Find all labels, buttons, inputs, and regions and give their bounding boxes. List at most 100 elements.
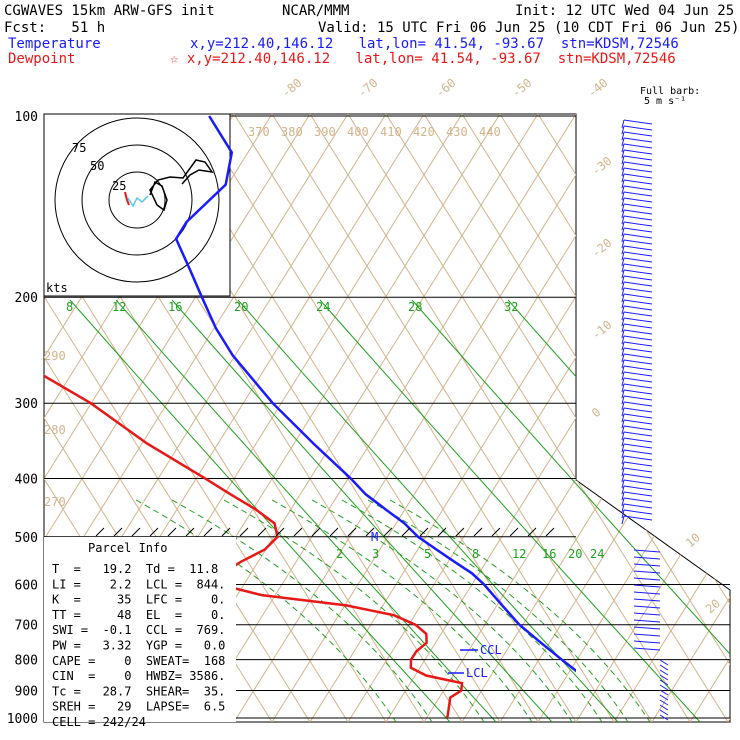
wind-barb bbox=[633, 577, 661, 581]
wind-barb-flag bbox=[621, 401, 625, 411]
wind-barb bbox=[623, 179, 653, 185]
wind-barb bbox=[623, 497, 653, 503]
freezing-hatch bbox=[311, 527, 321, 537]
wind-barb bbox=[623, 305, 653, 311]
wind-barb bbox=[623, 365, 653, 371]
hodo-trace-low bbox=[124, 191, 130, 206]
wind-barb-flag bbox=[621, 131, 625, 141]
wind-barb-flag bbox=[621, 149, 625, 159]
hodograph: 75 50 25 kts bbox=[43, 113, 231, 297]
wind-barb bbox=[623, 467, 653, 473]
wind-barb bbox=[659, 714, 669, 721]
wind-barb bbox=[623, 143, 653, 149]
wind-barb bbox=[623, 275, 653, 281]
wind-barb bbox=[623, 443, 653, 449]
isotherm-line bbox=[537, 114, 730, 722]
wind-barb-flag bbox=[621, 317, 625, 327]
wind-barb-flag bbox=[621, 395, 625, 405]
adiabat-line bbox=[651, 114, 730, 722]
parcel-row-2: K = 35 LFC = 0. bbox=[52, 593, 225, 607]
m-marker: M bbox=[371, 530, 378, 544]
freezing-hatch bbox=[401, 527, 411, 537]
forecast-hour: Fcst: 51 h bbox=[4, 20, 106, 36]
wind-barb bbox=[623, 185, 653, 191]
hodo-ring-label-75: 75 bbox=[72, 141, 86, 155]
pressure-label-800: 800 bbox=[15, 654, 38, 669]
wind-barb-flag bbox=[621, 341, 625, 351]
wind-barb bbox=[623, 269, 653, 275]
wind-barb-flag bbox=[621, 425, 625, 435]
wind-barb-flag bbox=[621, 359, 625, 369]
freezing-hatch bbox=[419, 527, 429, 537]
wind-barb bbox=[623, 191, 653, 197]
mixing-ratio-line bbox=[69, 299, 451, 722]
wind-barb bbox=[659, 684, 669, 691]
wind-barb-flag bbox=[621, 497, 625, 507]
isotherm-line bbox=[613, 114, 730, 722]
dewpoint-legend: Dewpoint bbox=[8, 51, 76, 67]
wind-barb-flag bbox=[621, 305, 625, 315]
wind-barb bbox=[623, 341, 653, 347]
wind-barb-flag bbox=[621, 179, 625, 189]
wind-barb-flag bbox=[621, 215, 625, 225]
wind-barb bbox=[623, 371, 653, 377]
wind-barb bbox=[623, 227, 653, 233]
adiabat-line bbox=[385, 114, 730, 722]
adiabat-line bbox=[44, 114, 311, 722]
temp-label-9: 10 bbox=[683, 530, 703, 550]
freezing-hatch bbox=[437, 527, 447, 537]
freezing-hatch bbox=[527, 527, 537, 537]
adiabat-line bbox=[347, 114, 729, 722]
wind-barb bbox=[623, 515, 653, 521]
temp-label-5: -30 bbox=[589, 154, 615, 179]
freezing-hatch bbox=[329, 527, 339, 537]
wind-barb-flag bbox=[621, 503, 625, 513]
isotherm-line bbox=[423, 114, 730, 722]
theta-label-430: 430 bbox=[446, 125, 468, 139]
ccl-label: CCL bbox=[480, 643, 502, 657]
freezing-hatch bbox=[347, 527, 357, 537]
wind-barb bbox=[623, 347, 653, 353]
wind-barb bbox=[623, 473, 653, 479]
theta-left-label-280: 280 bbox=[44, 423, 66, 437]
wind-barb-flag bbox=[621, 485, 625, 495]
adiabat-line bbox=[309, 114, 691, 722]
wind-barb bbox=[659, 669, 669, 676]
parcel-row-5: PW = 3.32 YGP = 0.0 bbox=[52, 639, 225, 653]
wind-barb bbox=[623, 407, 653, 413]
wind-barb bbox=[659, 694, 669, 701]
mr-top-label-1: 12 bbox=[112, 300, 126, 314]
parcel-info-panel: Parcel Info T = 19.2 Td = 11.8LI = 2.2 L… bbox=[44, 537, 236, 729]
isotherm-line bbox=[499, 114, 730, 722]
wind-barb bbox=[623, 215, 653, 221]
wind-barb-flag bbox=[621, 407, 625, 417]
wind-barb-flag bbox=[621, 161, 625, 171]
freezing-hatch bbox=[365, 527, 375, 537]
wind-barb bbox=[623, 197, 653, 203]
wind-barb-flag bbox=[621, 203, 625, 213]
wind-barb bbox=[633, 591, 661, 595]
wind-barb-flag bbox=[621, 281, 625, 291]
wind-barb-flag bbox=[621, 233, 625, 243]
temp-label-0: -80 bbox=[279, 76, 305, 101]
wind-barb bbox=[633, 619, 661, 623]
mr-top-label-2: 16 bbox=[168, 300, 182, 314]
mixing-ratio-line bbox=[319, 299, 701, 722]
mr-low-label-1: 3 bbox=[372, 547, 379, 561]
hodo-ring-label-25: 25 bbox=[112, 179, 126, 193]
adiabat-line bbox=[423, 114, 730, 722]
freezing-hatch bbox=[95, 527, 105, 537]
wind-barb bbox=[659, 674, 669, 681]
wind-barb-flag bbox=[621, 143, 625, 153]
wind-barb bbox=[623, 389, 653, 395]
wind-barb-flag bbox=[621, 461, 625, 471]
wind-barb-flag bbox=[621, 365, 625, 375]
wind-barb-flag bbox=[621, 443, 625, 453]
wind-barb-flag bbox=[621, 191, 625, 201]
org-label: NCAR/MMM bbox=[282, 3, 350, 19]
mr-low-label-7: 24 bbox=[590, 547, 604, 561]
theta-label-390: 390 bbox=[314, 125, 336, 139]
mixing-ratio-dashed bbox=[389, 499, 651, 722]
wind-barb bbox=[623, 149, 653, 155]
isotherm-line bbox=[385, 114, 730, 722]
